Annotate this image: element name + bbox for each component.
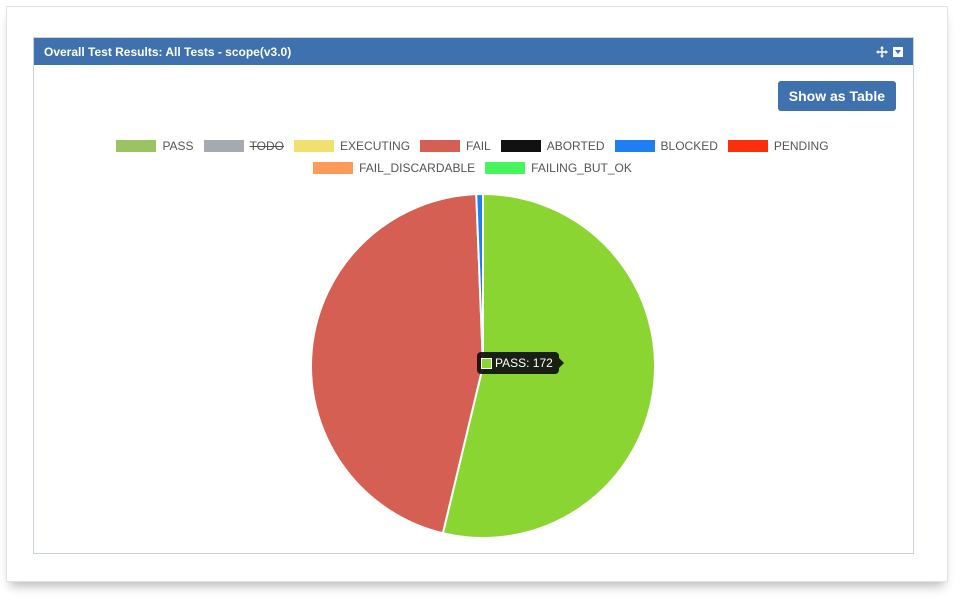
pie-chart [310,192,656,539]
chart-legend: PASS TODO EXECUTING FAIL ABORTED BLOCKED PENDI… [34,139,913,175]
legend-item-aborted[interactable]: ABORTED [500,139,605,153]
pie-slice-fail[interactable] [310,193,485,535]
legend-swatch [485,162,526,174]
legend-label: PENDING [773,139,829,153]
legend-item-pending[interactable]: PENDING [727,139,829,153]
legend-item-failing-but-ok[interactable]: FAILING_BUT_OK [485,161,632,175]
legend-label: FAILING_BUT_OK [531,161,632,175]
panel-header: Overall Test Results: All Tests - scope(… [34,38,913,65]
legend-swatch [420,140,461,152]
legend-swatch [203,140,244,152]
legend-label: EXECUTING [340,139,411,153]
legend-swatch [614,140,655,152]
tooltip-swatch [481,357,492,369]
legend-label: PASS [162,139,194,153]
legend-label: FAIL_DISCARDABLE [359,161,476,175]
legend-label: ABORTED [546,139,605,153]
legend-swatch [313,162,354,174]
legend-label: BLOCKED [660,139,718,153]
header-icons [876,45,903,58]
legend-item-executing[interactable]: EXECUTING [294,139,410,153]
legend-swatch [294,140,335,152]
test-results-panel: Overall Test Results: All Tests - scope(… [33,37,914,554]
chart-tooltip: PASS: 172 [477,352,564,374]
legend-item-pass[interactable]: PASS [116,139,194,153]
legend-label: FAIL [466,139,491,153]
tooltip-text: PASS: 172 [495,356,553,370]
legend-item-blocked[interactable]: BLOCKED [614,139,718,153]
dropdown-menu-icon[interactable] [893,46,903,57]
legend-item-fail-discardable[interactable]: FAIL_DISCARDABLE [313,161,475,175]
screenshot-frame: Overall Test Results: All Tests - scope(… [6,6,948,582]
move-arrows-icon[interactable] [876,45,888,58]
legend-swatch [116,140,157,152]
legend-item-fail[interactable]: FAIL [420,139,491,153]
legend-item-todo[interactable]: TODO [203,139,285,153]
legend-swatch [727,140,768,152]
legend-label: TODO [249,139,285,153]
pie-slice-blocked[interactable] [475,192,484,367]
panel-title: Overall Test Results: All Tests - scope(… [44,44,292,59]
legend-swatch [500,140,541,152]
show-as-table-button[interactable]: Show as Table [777,81,896,111]
